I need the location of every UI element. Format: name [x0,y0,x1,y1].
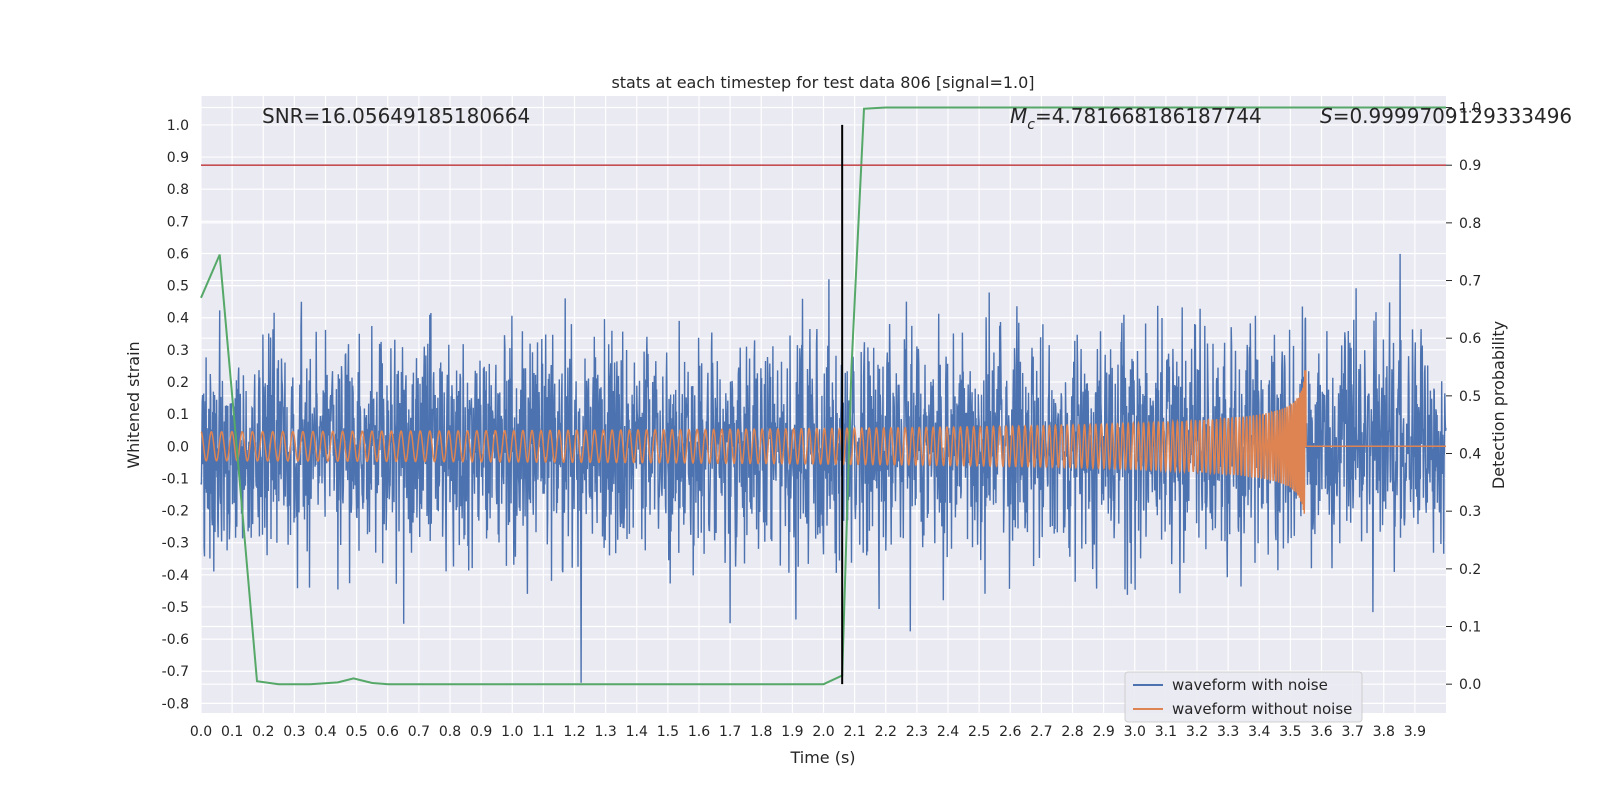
x-axis-label: Time (s) [789,748,855,767]
y2-tick-label: 0.5 [1459,389,1481,405]
chart-title: stats at each timestep for test data 806… [611,73,1034,92]
x-tick-label: 1.2 [563,724,585,740]
series-waveform-with-noise [200,253,1447,683]
x-tick-label: 0.9 [470,724,492,740]
snr-annotation: SNR=16.05649185180664 [262,104,530,128]
legend-label-clean: waveform without noise [1172,700,1352,718]
y-axis-label: Whitened strain [124,341,143,468]
y-tick-label: 0.0 [167,439,189,455]
grid [200,96,1446,713]
y2-tick-label: 1.0 [1459,101,1481,117]
y2-tick-label: 0.1 [1459,620,1481,636]
y-tick-label: 0.8 [167,182,189,198]
x-tick-label: 1.0 [501,724,523,740]
x-tick-label: 0.7 [408,724,430,740]
x-tick-label: 1.7 [719,724,741,740]
chirp-mass-value: =4.781668186187744 [1035,104,1262,128]
chirp-mass-annotation: Mc=4.781668186187744 [1010,104,1262,133]
x-tick-label: 3.7 [1341,724,1363,740]
x-tick-label: 3.9 [1404,724,1426,740]
y2-tick-label: 0.7 [1459,274,1481,290]
y2-tick-label: 0.6 [1459,331,1481,347]
y-axis-ticks: 1.0 0.9 0.8 0.7 0.6 0.5 0.4 0.3 0.2 0.1 0.0 -0.1 -0.… [162,118,189,712]
score-value: =0.9999709129333496 [1333,104,1572,128]
x-tick-label: 2.9 [1092,724,1114,740]
y-tick-label: 1.0 [167,118,189,134]
y-tick-label: -0.1 [162,471,189,487]
waveform-without-noise-line [200,370,1446,514]
x-tick-label: 3.4 [1248,724,1270,740]
x-tick-label: 3.3 [1217,724,1239,740]
y-tick-label: -0.6 [162,632,189,648]
waveform-with-noise-line [200,253,1447,683]
x-tick-label: 1.6 [688,724,710,740]
legend-box [1124,671,1363,723]
x-tick-label: 2.5 [968,724,990,740]
y2-tick-label: 0.4 [1459,447,1481,463]
series-waveform-without-noise [200,370,1446,514]
series-detection-probability [200,106,1446,686]
x-tick-label: 3.0 [1124,724,1146,740]
y-tick-label: 0.2 [167,375,189,391]
x-axis-ticks: 0.0 0.1 0.2 0.3 0.4 0.5 0.6 0.7 0.8 0.9 1.0 1.1 1.2 1… [190,724,1426,740]
x-tick-label: 2.6 [999,724,1021,740]
x-tick-label: 2.2 [875,724,897,740]
x-tick-label: 0.4 [314,724,336,740]
x-tick-label: 3.2 [1186,724,1208,740]
x-tick-label: 1.1 [532,724,554,740]
y2-tick-label: 0.2 [1459,562,1481,578]
y-tick-label: 0.1 [167,407,189,423]
y-tick-label: 0.5 [167,279,189,295]
y-tick-label: -0.7 [162,664,189,680]
score-symbol: S [1320,104,1333,128]
x-tick-label: 3.1 [1155,724,1177,740]
y-tick-label: 0.6 [167,246,189,262]
x-tick-label: 0.3 [283,724,305,740]
x-tick-label: 3.8 [1373,724,1395,740]
y-tick-label: 0.3 [167,343,189,359]
legend-label-noise: waveform with noise [1172,676,1328,694]
x-tick-label: 2.1 [843,724,865,740]
y-tick-label: -0.3 [162,536,189,552]
y-tick-label: 0.7 [167,214,189,230]
score-annotation: S=0.9999709129333496 [1320,104,1572,128]
x-tick-label: 1.5 [657,724,679,740]
x-tick-label: 0.2 [252,724,274,740]
y-tick-label: -0.8 [162,696,189,712]
x-tick-label: 3.6 [1310,724,1332,740]
chirp-mass-symbol: M [1010,104,1027,128]
x-tick-label: 1.3 [594,724,616,740]
y2-tick-label: 0.3 [1459,504,1481,520]
x-tick-label: 2.7 [1030,724,1052,740]
y2-tick-label: 0.9 [1459,158,1481,174]
y-tick-label: 0.9 [167,150,189,166]
y-tick-label: 0.4 [167,311,189,327]
x-tick-label: 1.4 [626,724,648,740]
x-tick-label: 1.8 [750,724,772,740]
y2-axis-label: Detection probability [1489,321,1508,489]
legend: waveform with noise waveform without noi… [1124,671,1363,723]
y-tick-label: -0.2 [162,504,189,520]
detection-probability-line [200,106,1446,686]
x-tick-label: 0.1 [221,724,243,740]
y2-tick-label: 0.8 [1459,216,1481,232]
y-tick-label: -0.4 [162,568,189,584]
y-tick-label: -0.5 [162,600,189,616]
x-tick-label: 2.3 [906,724,928,740]
y2-axis-ticks: 1.0 0.9 0.8 0.7 0.6 0.5 0.4 0.3 0.2 0.1 0.0 [1446,101,1481,693]
chirp-mass-subscript: c [1027,117,1035,133]
x-tick-label: 1.9 [781,724,803,740]
x-tick-label: 0.0 [190,724,212,740]
y2-tick-label: 0.0 [1459,677,1481,693]
x-tick-label: 0.5 [345,724,367,740]
x-tick-label: 3.5 [1279,724,1301,740]
x-tick-label: 0.8 [439,724,461,740]
x-tick-label: 2.8 [1061,724,1083,740]
x-tick-label: 2.4 [937,724,959,740]
x-tick-label: 2.0 [812,724,834,740]
x-tick-label: 0.6 [377,724,399,740]
